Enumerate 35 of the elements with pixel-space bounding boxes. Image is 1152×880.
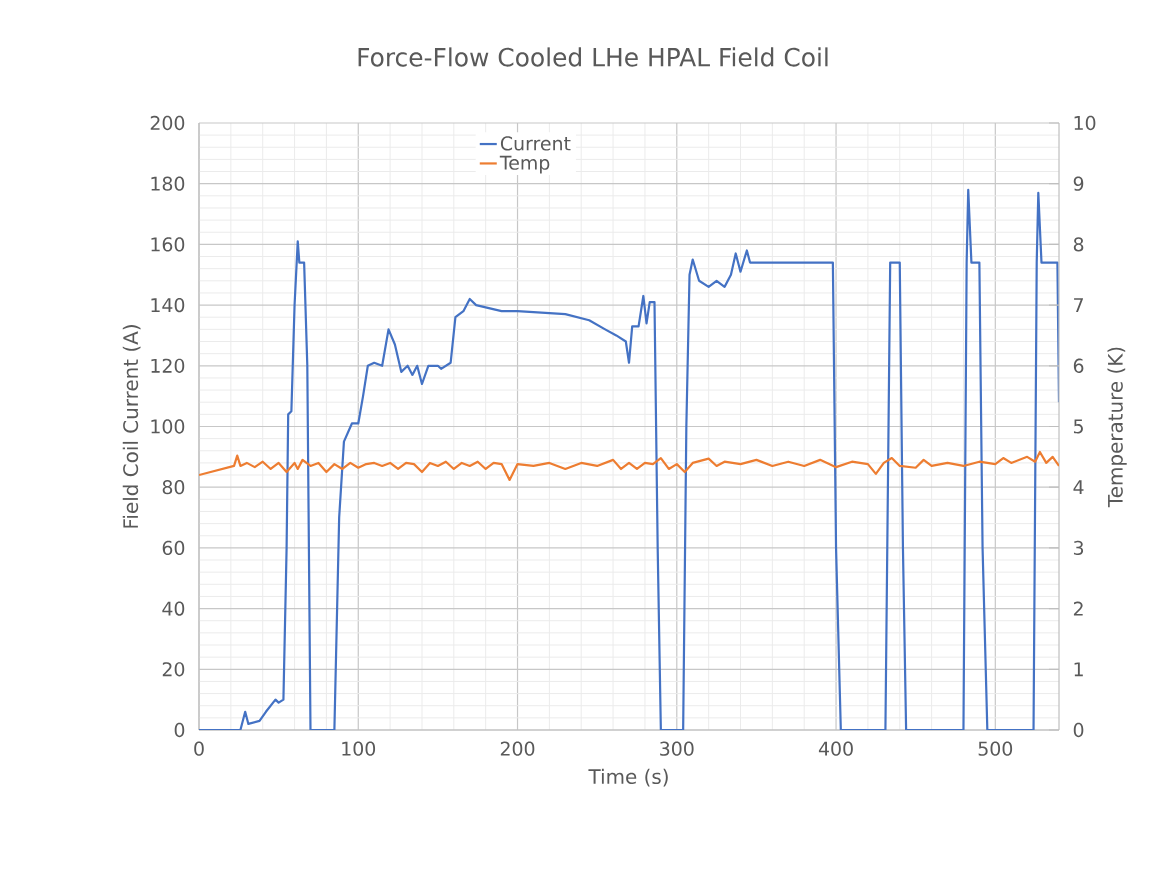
y2-tick-label: 8 <box>1073 237 1084 252</box>
legend-label: Temp <box>499 155 550 174</box>
y-tick-label: 160 <box>151 237 185 252</box>
x-tick-label: 300 <box>660 741 694 756</box>
y-tick-label: 20 <box>162 662 185 677</box>
x-tick-label: 100 <box>342 741 376 756</box>
x-axis-title: Time (s) <box>588 768 668 787</box>
y2-tick-label: 6 <box>1073 358 1084 373</box>
y-axis-title: Field Coil Current (A) <box>122 325 141 528</box>
y-tick-label: 140 <box>151 297 185 313</box>
y2-tick-label: 4 <box>1073 480 1084 495</box>
y-tick-label: 100 <box>151 419 185 434</box>
y-tick-label: 80 <box>162 480 185 495</box>
y2-tick-label: 2 <box>1073 601 1083 616</box>
x-tick-label: 0 <box>194 741 204 756</box>
y2-tick-label: 9 <box>1073 176 1084 191</box>
line-series <box>199 450 1060 481</box>
x-tick-label: 200 <box>500 741 535 756</box>
chart-title: Force-Flow Cooled LHe HPAL Field Coil <box>358 47 828 67</box>
legend-label: Current <box>500 136 571 151</box>
y-tick-label: 0 <box>174 722 185 738</box>
y2-tick-label: 7 <box>1074 298 1083 312</box>
y-tick-label: 200 <box>150 115 185 131</box>
y-tick-label: 40 <box>162 601 185 616</box>
x-tick-label: 400 <box>818 741 853 756</box>
y2-tick-label: 1 <box>1074 662 1083 677</box>
y2-tick-label: 0 <box>1073 722 1084 738</box>
y2-tick-label: 10 <box>1074 115 1096 131</box>
y2-tick-label: 3 <box>1073 540 1084 556</box>
y-tick-label: 180 <box>151 176 185 191</box>
y2-axis-title: Temperature (K) <box>1107 347 1127 508</box>
x-tick-label: 500 <box>978 741 1013 756</box>
y-tick-label: 60 <box>162 540 185 556</box>
y2-tick-label: 5 <box>1073 419 1083 434</box>
y-tick-label: 120 <box>151 358 185 373</box>
